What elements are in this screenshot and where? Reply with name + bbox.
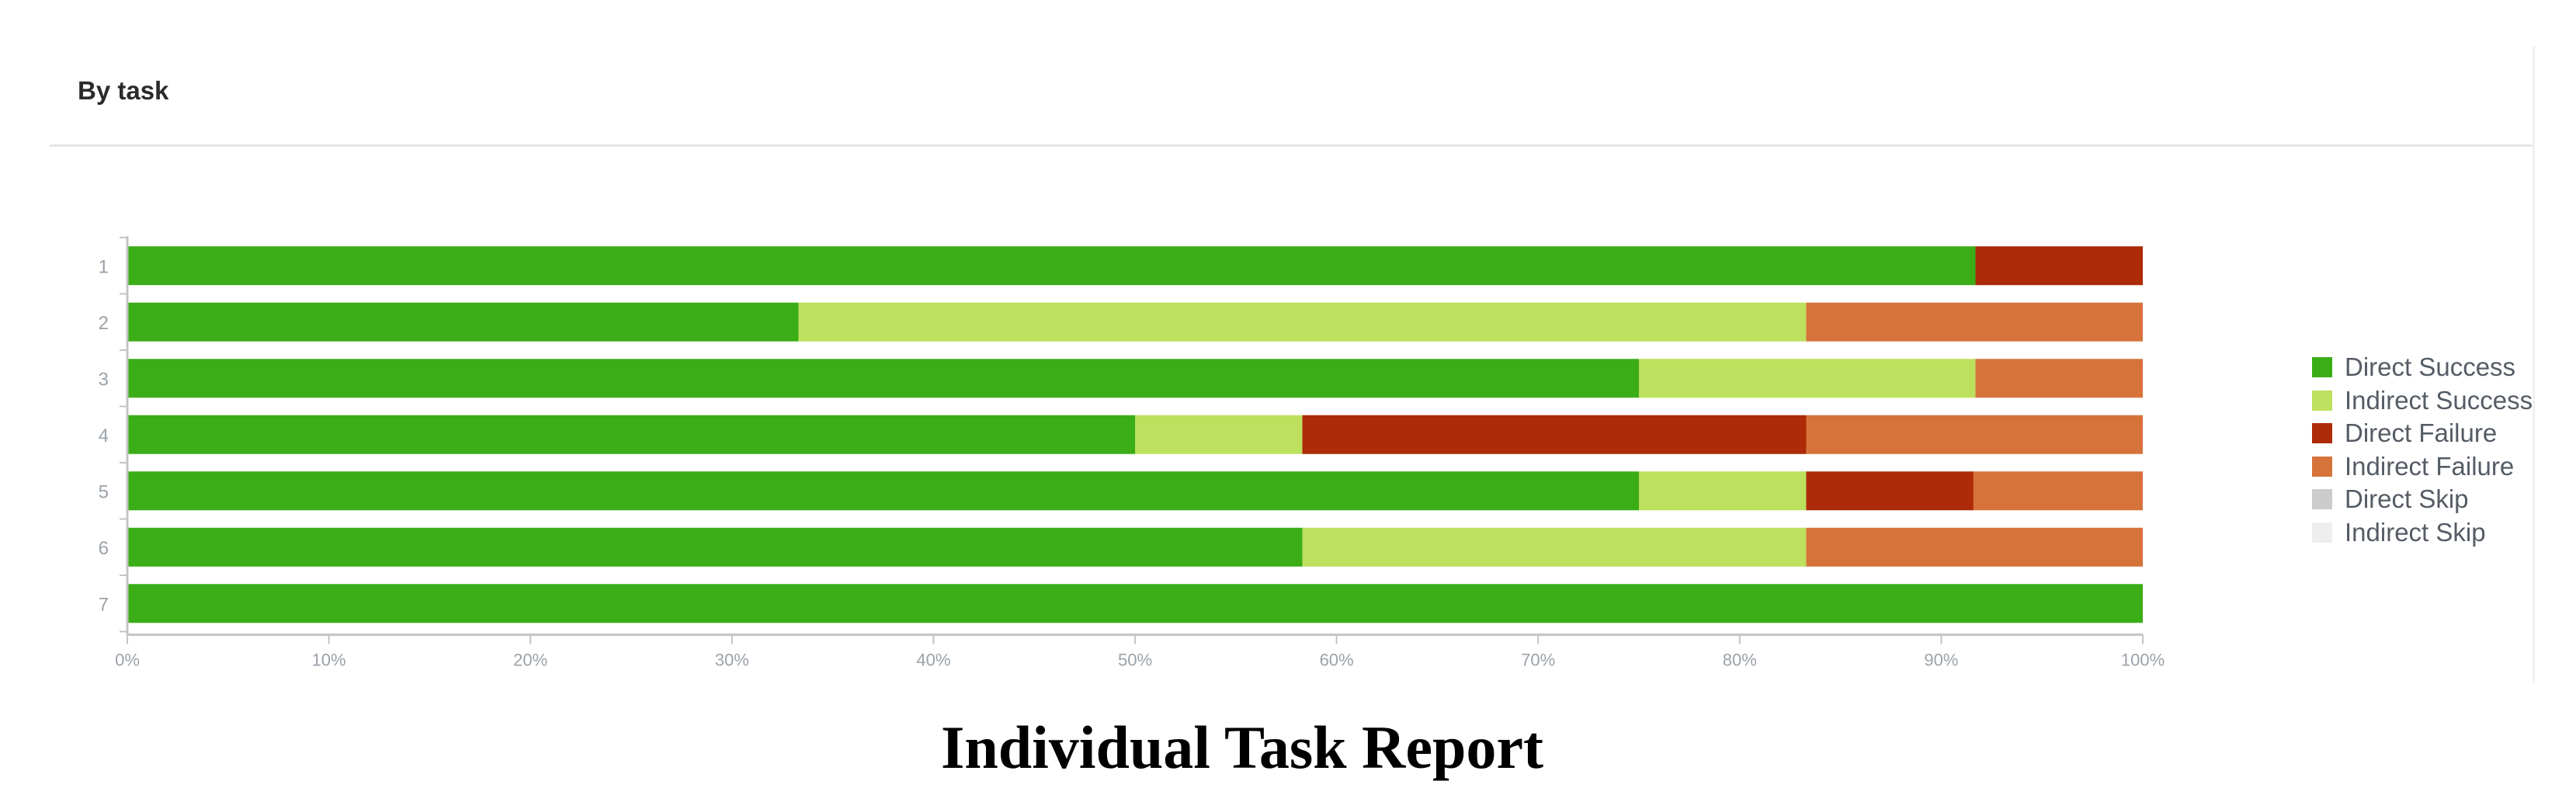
legend-label: Indirect Success [2345, 385, 2533, 415]
legend-label: Direct Skip [2345, 484, 2469, 514]
y-tick-label: 2 [99, 313, 109, 334]
bar-task-7-direct-success [127, 584, 2143, 623]
legend: Direct Success Indirect Success Direct Fai… [2312, 351, 2533, 549]
legend-item[interactable]: Indirect Failure [2312, 450, 2533, 484]
x-tick-label: 80% [1723, 651, 1757, 670]
y-tick-label: 6 [99, 538, 109, 559]
bar-task-3-direct-success [127, 359, 1639, 398]
bar-task-4-direct-failure [1302, 415, 1807, 454]
legend-label: Direct Success [2345, 352, 2516, 382]
bars-group [127, 246, 2143, 623]
bar-task-4-indirect-failure [1806, 415, 2143, 454]
bar-task-4-direct-success [127, 415, 1135, 454]
legend-swatch [2312, 357, 2332, 378]
legend-swatch [2312, 522, 2332, 543]
bar-task-5-direct-success [127, 471, 1639, 511]
x-tick-label: 50% [1118, 651, 1152, 670]
legend-swatch [2312, 390, 2332, 411]
y-tick-label: 1 [99, 256, 109, 277]
panel-divider [50, 144, 2534, 147]
x-tick-label: 40% [916, 651, 950, 670]
bar-task-2-direct-success [127, 302, 799, 342]
bar-task-4-indirect-success [1135, 415, 1303, 454]
bar-task-6-indirect-failure [1806, 527, 2143, 567]
legend-item[interactable]: Direct Failure [2312, 417, 2533, 450]
x-tick-label: 30% [715, 651, 749, 670]
bar-task-3-indirect-failure [1975, 359, 2143, 398]
panel-right-edge [2533, 47, 2535, 683]
x-tick-label: 90% [1924, 651, 1958, 670]
bar-task-5-indirect-success [1639, 471, 1807, 511]
x-tick-label: 60% [1320, 651, 1354, 670]
y-tick-label: 7 [99, 594, 109, 615]
bar-task-1-direct-success [127, 246, 1976, 286]
legend-label: Indirect Skip [2345, 517, 2486, 547]
legend-swatch [2312, 456, 2332, 477]
legend-item[interactable]: Indirect Success [2312, 384, 2533, 418]
x-tick-label: 0% [115, 651, 140, 670]
bar-task-6-indirect-success [1302, 527, 1807, 567]
y-tick-label: 3 [99, 369, 109, 390]
legend-label: Direct Failure [2345, 418, 2498, 448]
y-tick-label: 5 [99, 481, 109, 502]
legend-swatch [2312, 489, 2332, 510]
legend-swatch [2312, 423, 2332, 444]
bar-task-5-indirect-failure [1973, 471, 2143, 511]
x-tick-label: 10% [312, 651, 346, 670]
bar-task-2-indirect-success [798, 302, 1807, 342]
x-tick-label: 20% [513, 651, 547, 670]
panel-title: By task [78, 76, 169, 105]
legend-item[interactable]: Direct Skip [2312, 483, 2533, 516]
bar-task-5-direct-failure [1806, 471, 1974, 511]
x-tick-label: 70% [1521, 651, 1555, 670]
y-tick-label: 4 [99, 425, 109, 446]
bar-task-3-indirect-success [1639, 359, 1976, 398]
legend-item[interactable]: Direct Success [2312, 351, 2533, 384]
legend-label: Indirect Failure [2345, 451, 2515, 481]
bar-task-6-direct-success [127, 527, 1303, 567]
figure-caption: Individual Task Report [940, 714, 1543, 781]
x-tick-label: 100% [2121, 651, 2165, 670]
legend-item[interactable]: Indirect Skip [2312, 516, 2533, 550]
bar-task-2-indirect-failure [1806, 302, 2143, 342]
bar-task-1-direct-failure [1975, 246, 2143, 286]
